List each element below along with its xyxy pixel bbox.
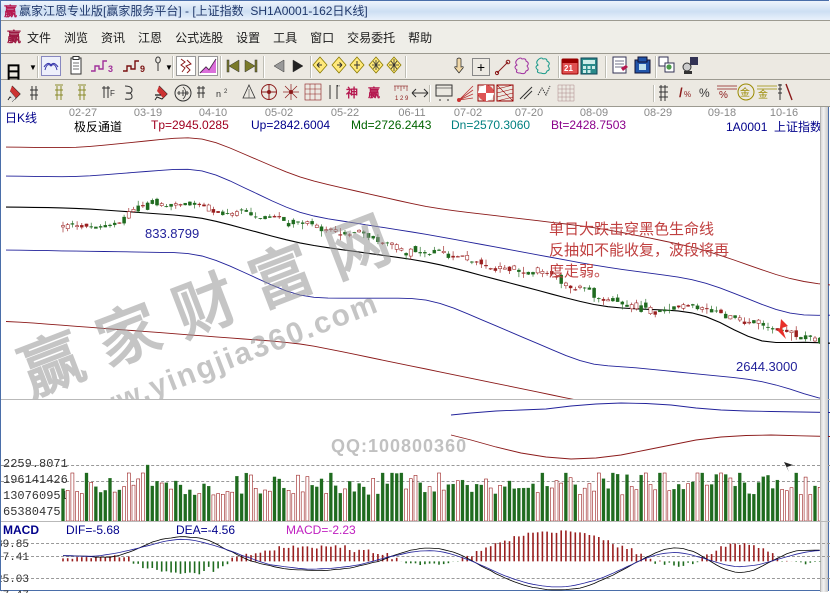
svg-text:赢: 赢 — [368, 85, 380, 100]
svg-text:F: F — [110, 89, 115, 98]
svg-text:1 2 9: 1 2 9 — [395, 96, 409, 102]
svg-text:2: 2 — [224, 89, 228, 95]
svg-text:3: 3 — [108, 64, 113, 74]
svg-text:金: 金 — [758, 88, 768, 100]
svg-text:21: 21 — [564, 64, 573, 73]
svg-text:%: % — [684, 90, 691, 99]
svg-text:'': '' — [337, 85, 340, 92]
svg-text:/: / — [679, 85, 683, 100]
svg-text:%: % — [719, 90, 728, 100]
svg-text:n: n — [216, 89, 221, 99]
svg-text:金: 金 — [740, 86, 750, 99]
svg-text:9: 9 — [140, 64, 145, 74]
svg-text:%: % — [699, 86, 710, 100]
svg-text:神: 神 — [346, 85, 358, 100]
